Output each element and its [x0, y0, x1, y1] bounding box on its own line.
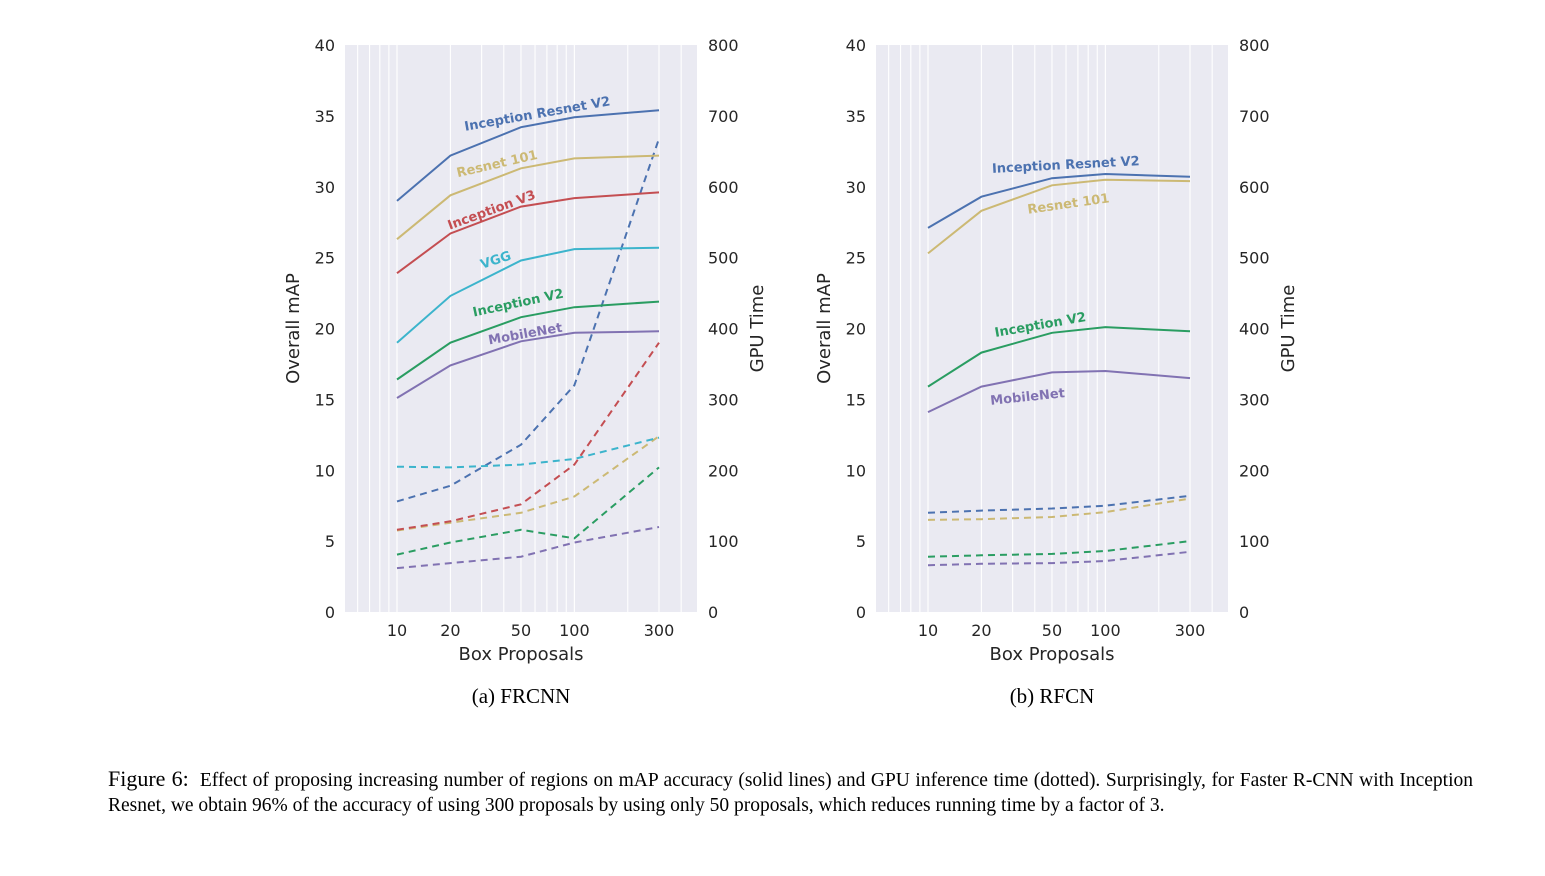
caption-text: Effect of proposing increasing number of… [108, 770, 1474, 816]
figure-label: Figure 6: [108, 766, 189, 791]
y-tick-label: 30 [846, 178, 866, 197]
x-tick-label: 100 [1090, 621, 1121, 640]
map-line-inception-v2 [927, 326, 1191, 388]
y2-tick-label: 800 [708, 36, 739, 55]
x-tick-label: 300 [1175, 621, 1206, 640]
chart-panel-rfcn: 0510152025303540010020030040050060070080… [814, 36, 1299, 708]
y-tick-label: 5 [325, 532, 335, 551]
y2-tick-label: 500 [708, 249, 739, 268]
y2-axis-label: GPU Time [747, 285, 768, 373]
subplot-caption: (a) FRCNN [472, 684, 571, 708]
map-line-inception-v2 [396, 300, 660, 381]
y-tick-label: 10 [846, 461, 866, 480]
y-tick-label: 40 [846, 36, 866, 55]
map-line-vgg [396, 246, 660, 344]
y-tick-label: 20 [315, 320, 335, 339]
y-tick-label: 15 [315, 390, 335, 409]
y-tick-label: 30 [315, 178, 335, 197]
x-tick-label: 100 [559, 621, 590, 640]
gpu-time-line-mobilenet [927, 550, 1191, 567]
y2-tick-label: 100 [708, 532, 739, 551]
y-tick-label: 0 [325, 603, 335, 622]
gpu-time-line-vgg [396, 436, 660, 469]
y-axis-label: Overall mAP [814, 273, 835, 384]
gpu-time-line-inception-v2 [927, 540, 1191, 558]
x-axis-label: Box Proposals [459, 644, 584, 665]
y-tick-label: 25 [315, 249, 335, 268]
subplot-caption: (b) RFCN [1010, 684, 1095, 708]
y2-tick-label: 800 [1239, 36, 1270, 55]
y2-tick-label: 100 [1239, 532, 1270, 551]
y-axis-label: Overall mAP [283, 273, 304, 384]
gpu-time-line-resnet-101 [927, 497, 1191, 521]
y-tick-label: 35 [315, 107, 335, 126]
gpu-time-line-inception-resnet-v2 [927, 494, 1191, 514]
y2-tick-label: 0 [1239, 603, 1249, 622]
y-tick-label: 35 [846, 107, 866, 126]
y2-tick-label: 200 [708, 461, 739, 480]
map-line-inception-v3 [396, 191, 660, 275]
y2-tick-label: 500 [1239, 249, 1270, 268]
y2-tick-label: 400 [708, 320, 739, 339]
x-tick-label: 20 [971, 621, 991, 640]
x-tick-label: 300 [644, 621, 675, 640]
y2-tick-label: 300 [708, 390, 739, 409]
x-tick-label: 10 [918, 621, 938, 640]
x-tick-label: 10 [387, 621, 407, 640]
y-tick-label: 10 [315, 461, 335, 480]
map-line-mobilenet [396, 330, 660, 399]
gpu-time-line-inception-v2 [396, 466, 660, 556]
y2-tick-label: 400 [1239, 320, 1270, 339]
y2-axis-label: GPU Time [1278, 285, 1299, 373]
map-line-inception-resnet-v2 [396, 109, 660, 202]
y2-tick-label: 600 [708, 178, 739, 197]
y2-tick-label: 700 [708, 107, 739, 126]
x-tick-label: 50 [1042, 621, 1062, 640]
y-tick-label: 40 [315, 36, 335, 55]
y-tick-label: 20 [846, 320, 866, 339]
gpu-time-line-resnet-101 [396, 435, 660, 532]
x-axis-label: Box Proposals [990, 644, 1115, 665]
y-tick-label: 15 [846, 390, 866, 409]
map-line-resnet-101 [396, 154, 660, 240]
y2-tick-label: 300 [1239, 390, 1270, 409]
gpu-time-line-mobilenet [396, 526, 660, 570]
chart-panel-frcnn: 0510152025303540010020030040050060070080… [283, 36, 768, 708]
y2-tick-label: 200 [1239, 461, 1270, 480]
map-line-mobilenet [927, 369, 1191, 414]
y2-tick-label: 0 [708, 603, 718, 622]
y-tick-label: 0 [856, 603, 866, 622]
gpu-time-line-inception-v3 [396, 342, 660, 531]
y-tick-label: 25 [846, 249, 866, 268]
x-tick-label: 20 [440, 621, 460, 640]
figure-caption: Figure 6: Effect of proposing increasing… [108, 766, 1473, 818]
map-line-resnet-101 [927, 178, 1191, 255]
y2-tick-label: 700 [1239, 107, 1270, 126]
gpu-time-line-inception-resnet-v2 [396, 138, 660, 503]
y2-tick-label: 600 [1239, 178, 1270, 197]
y-tick-label: 5 [856, 532, 866, 551]
x-tick-label: 50 [511, 621, 531, 640]
map-line-inception-resnet-v2 [927, 172, 1191, 229]
